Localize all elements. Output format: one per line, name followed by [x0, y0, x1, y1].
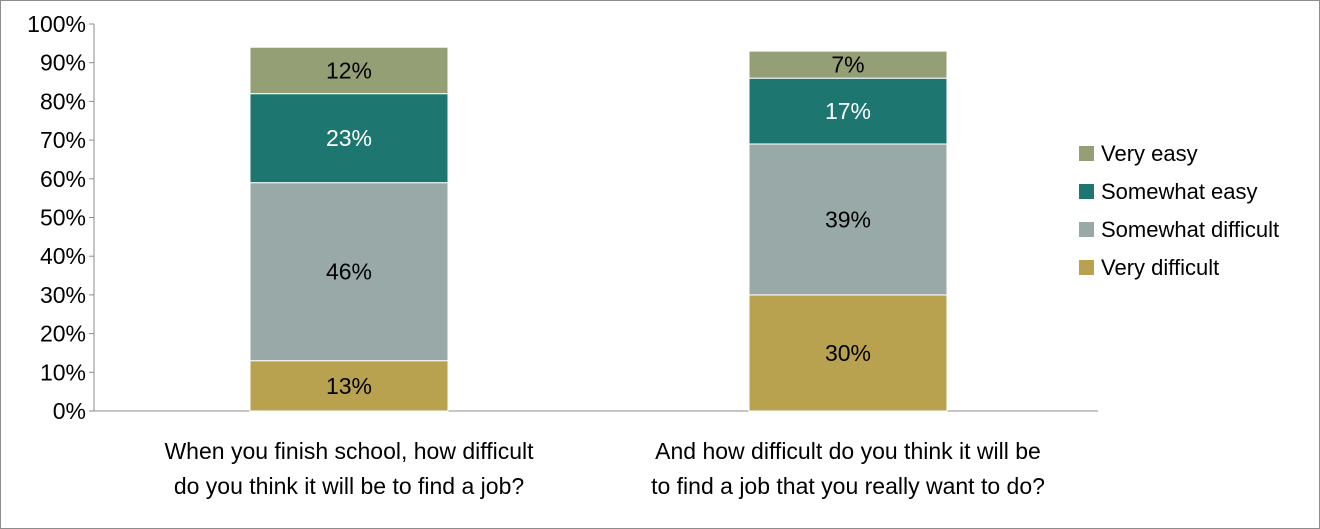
bar-segment — [748, 294, 948, 412]
y-tick-label: 30% — [40, 282, 86, 308]
data-label: 12% — [326, 57, 372, 83]
legend-swatch — [1079, 184, 1094, 199]
legend-swatch — [1079, 222, 1094, 237]
legend-label: Very difficult — [1101, 255, 1219, 280]
y-tick-label: 20% — [40, 321, 86, 347]
data-label: 13% — [326, 373, 372, 399]
bar-segment — [249, 93, 449, 184]
category-label-line: And how difficult do you think it will b… — [655, 438, 1041, 464]
y-tick-label: 70% — [40, 127, 86, 153]
data-label: 39% — [825, 206, 871, 232]
bar-segment — [249, 46, 449, 95]
y-tick-label: 40% — [40, 243, 86, 269]
y-tick-label: 80% — [40, 88, 86, 114]
legend-label: Somewhat difficult — [1101, 217, 1279, 242]
category-label-line: to find a job that you really want to do… — [651, 473, 1045, 499]
y-tick-label: 0% — [53, 398, 86, 424]
data-label: 23% — [326, 125, 372, 151]
legend-label: Somewhat easy — [1101, 179, 1258, 204]
bar-segment — [748, 50, 948, 79]
y-tick-label: 60% — [40, 166, 86, 192]
y-tick-label: 50% — [40, 205, 86, 231]
y-tick-label: 10% — [40, 359, 86, 385]
category-label-line: do you think it will be to find a job? — [174, 473, 524, 499]
data-label: 17% — [825, 98, 871, 124]
y-tick-label: 90% — [40, 50, 86, 76]
bar-segment — [249, 360, 449, 412]
bar-segment — [748, 143, 948, 296]
y-tick-label: 100% — [27, 11, 86, 37]
data-label: 46% — [326, 259, 372, 285]
legend-label: Very easy — [1101, 141, 1198, 166]
legend-swatch — [1079, 146, 1094, 161]
category-label-line: When you finish school, how difficult — [164, 438, 534, 464]
data-label: 7% — [831, 52, 864, 78]
data-label: 30% — [825, 340, 871, 366]
bar-segment — [748, 77, 948, 145]
legend-swatch — [1079, 260, 1094, 275]
bar-segment — [249, 182, 449, 362]
